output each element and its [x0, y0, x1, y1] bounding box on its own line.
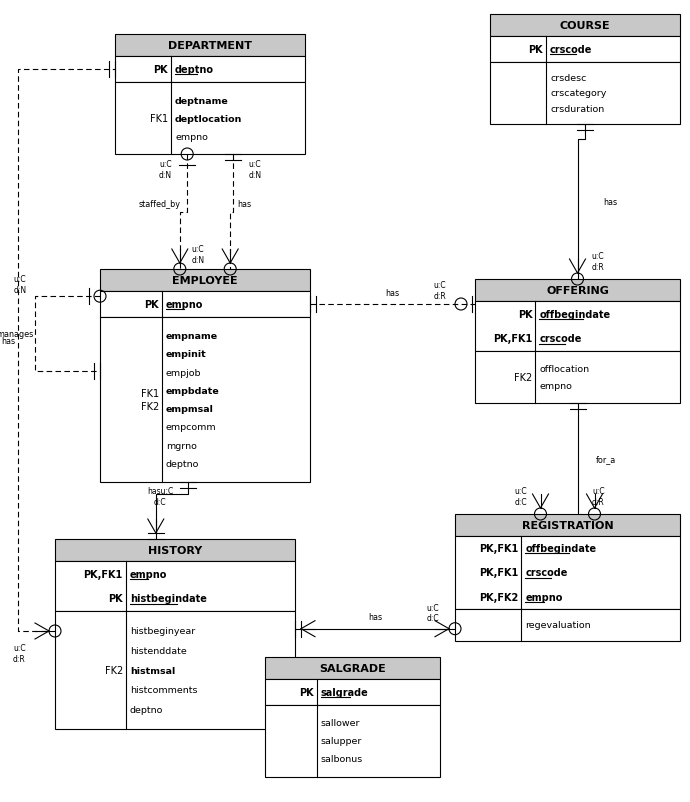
Text: u:C
d:N: u:C d:N — [13, 275, 26, 294]
Text: PK: PK — [518, 309, 533, 319]
Text: deptno: deptno — [166, 460, 199, 468]
Text: deptname: deptname — [175, 96, 229, 105]
Text: PK,FK2: PK,FK2 — [479, 592, 518, 602]
Text: PK,FK1: PK,FK1 — [479, 544, 518, 553]
Bar — [55, 561, 295, 611]
Text: deptlocation: deptlocation — [175, 115, 242, 124]
Text: empno: empno — [525, 592, 563, 602]
Text: empno: empno — [166, 300, 204, 310]
Text: crscode: crscode — [525, 568, 568, 577]
Bar — [455, 514, 680, 537]
Bar — [115, 57, 305, 83]
Text: histmsal: histmsal — [130, 666, 175, 674]
Text: empno: empno — [130, 569, 167, 579]
Bar — [265, 679, 440, 705]
Bar — [490, 63, 680, 125]
Text: has: has — [603, 198, 617, 207]
Text: salbonus: salbonus — [321, 755, 363, 764]
Text: histenddate: histenddate — [130, 646, 186, 655]
Text: offbegindate: offbegindate — [525, 544, 596, 553]
Text: SALGRADE: SALGRADE — [319, 663, 386, 673]
Text: histbeginyear: histbeginyear — [130, 626, 195, 635]
Text: u:C
d:R: u:C d:R — [591, 252, 604, 271]
Text: REGISTRATION: REGISTRATION — [522, 520, 613, 530]
Text: COURSE: COURSE — [560, 21, 611, 31]
Text: u:C
d:R: u:C d:R — [13, 643, 26, 663]
Bar — [455, 610, 680, 642]
Text: histcomments: histcomments — [130, 686, 197, 695]
Text: mgrno: mgrno — [166, 441, 197, 450]
Text: empname: empname — [166, 331, 218, 340]
Bar — [265, 705, 440, 777]
Text: has: has — [368, 613, 382, 622]
Bar — [455, 537, 680, 610]
Text: OFFERING: OFFERING — [546, 286, 609, 296]
Text: u:C
d:N: u:C d:N — [191, 245, 204, 265]
Bar — [100, 318, 310, 482]
Text: u:C
d:N: u:C d:N — [248, 160, 262, 180]
Text: empbdate: empbdate — [166, 387, 219, 395]
Text: PK: PK — [153, 65, 168, 75]
Text: for_a: for_a — [595, 455, 615, 464]
Text: FK1: FK1 — [150, 114, 168, 124]
Bar — [475, 302, 680, 351]
Text: u:C
d:R: u:C d:R — [433, 281, 446, 300]
Text: empcomm: empcomm — [166, 423, 217, 432]
Bar — [490, 37, 680, 63]
Text: u:C
d:R: u:C d:R — [592, 487, 605, 506]
Text: crsduration: crsduration — [550, 105, 604, 114]
Text: PK,FK1: PK,FK1 — [493, 334, 533, 344]
Text: regevaluation: regevaluation — [525, 621, 591, 630]
Bar — [475, 280, 680, 302]
Bar — [115, 35, 305, 57]
Text: empjob: empjob — [166, 368, 201, 377]
Bar — [100, 269, 310, 292]
Text: u:C
d:C: u:C d:C — [426, 603, 440, 622]
Text: PK: PK — [529, 45, 543, 55]
Text: PK,FK1: PK,FK1 — [479, 568, 518, 577]
Text: has: has — [1, 336, 15, 345]
Text: deptno: deptno — [130, 705, 163, 714]
Text: FK2: FK2 — [514, 373, 533, 383]
Text: has: has — [386, 288, 400, 297]
Text: offlocation: offlocation — [540, 364, 589, 374]
Text: PK,FK1: PK,FK1 — [83, 569, 123, 579]
Bar — [100, 292, 310, 318]
Bar — [265, 657, 440, 679]
Text: empinit: empinit — [166, 350, 207, 358]
Text: crscode: crscode — [540, 334, 582, 344]
Text: FK1
FK2: FK1 FK2 — [141, 388, 159, 411]
Text: offbegindate: offbegindate — [540, 309, 611, 319]
Text: crscategory: crscategory — [550, 89, 607, 99]
Text: empmsal: empmsal — [166, 405, 214, 414]
Text: PK: PK — [108, 593, 123, 604]
Text: PK: PK — [144, 300, 159, 310]
Text: salupper: salupper — [321, 736, 362, 746]
Text: empno: empno — [540, 382, 572, 391]
Text: DEPARTMENT: DEPARTMENT — [168, 41, 252, 51]
Text: sallower: sallower — [321, 719, 360, 727]
Text: hasu:C
d:C: hasu:C d:C — [147, 487, 173, 506]
Text: FK2: FK2 — [105, 665, 123, 675]
Bar — [115, 83, 305, 155]
Bar — [490, 15, 680, 37]
Text: crsdesc: crsdesc — [550, 74, 586, 83]
Text: manages: manages — [0, 330, 34, 338]
Text: u:C
d:C: u:C d:C — [514, 487, 526, 506]
Text: HISTORY: HISTORY — [148, 545, 202, 555]
Text: salgrade: salgrade — [321, 687, 368, 697]
Bar — [55, 611, 295, 729]
Text: crscode: crscode — [550, 45, 593, 55]
Text: u:C
d:N: u:C d:N — [159, 160, 172, 180]
Text: EMPLOYEE: EMPLOYEE — [172, 276, 238, 286]
Bar — [475, 351, 680, 403]
Text: has: has — [238, 200, 252, 209]
Text: empno: empno — [175, 132, 208, 141]
Text: histbegindate: histbegindate — [130, 593, 207, 604]
Text: PK: PK — [299, 687, 314, 697]
Text: deptno: deptno — [175, 65, 214, 75]
Bar — [55, 539, 295, 561]
Text: staffed_by: staffed_by — [138, 200, 180, 209]
